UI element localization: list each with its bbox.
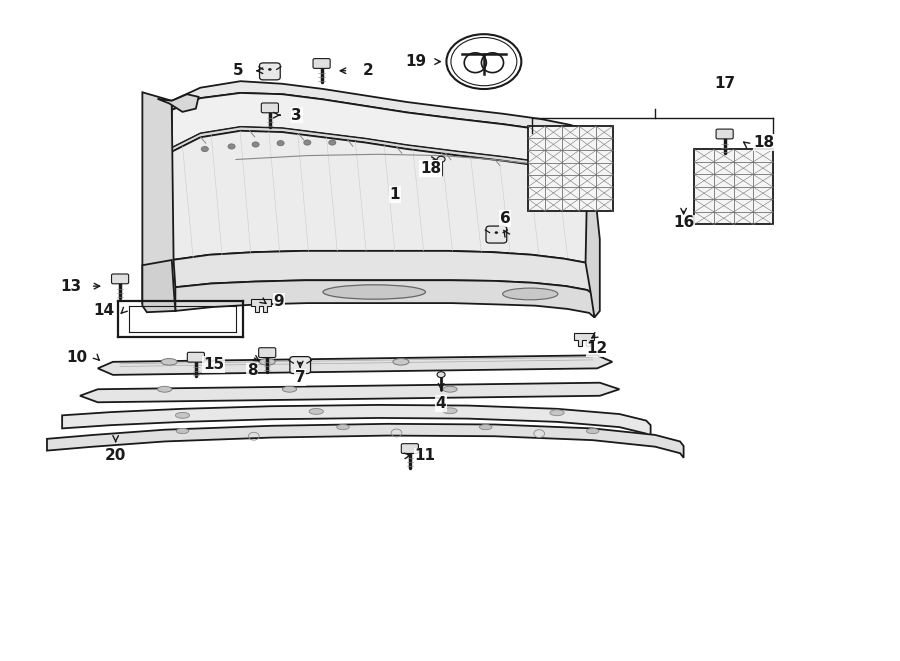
Ellipse shape: [587, 428, 599, 434]
Polygon shape: [172, 251, 593, 294]
Text: 9: 9: [274, 293, 284, 309]
FancyBboxPatch shape: [258, 348, 275, 358]
Circle shape: [252, 142, 259, 147]
FancyBboxPatch shape: [486, 226, 507, 243]
Circle shape: [228, 144, 235, 149]
Circle shape: [304, 140, 310, 145]
Text: 18: 18: [419, 161, 441, 176]
Polygon shape: [142, 260, 176, 312]
Polygon shape: [586, 131, 599, 317]
FancyBboxPatch shape: [313, 59, 330, 68]
Text: 6: 6: [500, 211, 510, 226]
Text: 4: 4: [436, 396, 446, 411]
Polygon shape: [80, 383, 619, 403]
Text: 2: 2: [363, 63, 374, 78]
Circle shape: [437, 371, 446, 377]
FancyBboxPatch shape: [112, 274, 129, 284]
Text: 11: 11: [415, 448, 436, 463]
Ellipse shape: [283, 386, 297, 392]
Ellipse shape: [176, 428, 189, 434]
Circle shape: [437, 156, 446, 162]
FancyBboxPatch shape: [290, 356, 310, 373]
Text: 20: 20: [105, 448, 126, 463]
Ellipse shape: [309, 408, 323, 414]
Polygon shape: [47, 424, 684, 458]
FancyBboxPatch shape: [716, 129, 734, 139]
Text: 19: 19: [406, 54, 427, 69]
Text: 13: 13: [60, 279, 82, 293]
Circle shape: [202, 147, 209, 151]
Text: 10: 10: [67, 350, 88, 366]
Polygon shape: [694, 149, 773, 225]
Polygon shape: [158, 95, 199, 112]
Polygon shape: [528, 126, 613, 211]
Text: 3: 3: [292, 108, 302, 123]
Polygon shape: [172, 131, 591, 266]
Polygon shape: [172, 81, 589, 140]
Circle shape: [495, 231, 499, 234]
Ellipse shape: [337, 424, 349, 430]
Text: 17: 17: [714, 76, 735, 91]
Polygon shape: [251, 299, 271, 311]
Ellipse shape: [161, 358, 177, 365]
Text: 18: 18: [419, 161, 441, 176]
Ellipse shape: [480, 424, 492, 430]
Circle shape: [328, 140, 336, 145]
Polygon shape: [172, 127, 589, 176]
Polygon shape: [98, 356, 612, 375]
FancyBboxPatch shape: [261, 103, 278, 113]
Circle shape: [299, 362, 302, 364]
Polygon shape: [142, 93, 176, 311]
Text: 18: 18: [753, 135, 774, 150]
Text: 14: 14: [94, 303, 114, 319]
Ellipse shape: [259, 358, 275, 365]
Text: 7: 7: [295, 370, 305, 385]
Text: 16: 16: [673, 215, 694, 230]
FancyBboxPatch shape: [259, 63, 280, 80]
Ellipse shape: [502, 288, 558, 300]
Text: 5: 5: [232, 63, 243, 78]
Ellipse shape: [393, 358, 409, 365]
Text: 12: 12: [587, 341, 608, 356]
Circle shape: [268, 68, 272, 71]
Ellipse shape: [323, 285, 426, 299]
Text: 15: 15: [203, 357, 224, 372]
Text: 1: 1: [390, 187, 400, 202]
Ellipse shape: [443, 408, 457, 414]
Ellipse shape: [176, 412, 190, 418]
Circle shape: [277, 141, 284, 146]
Ellipse shape: [158, 386, 172, 392]
Polygon shape: [172, 93, 589, 173]
Ellipse shape: [443, 386, 457, 392]
Text: 8: 8: [247, 364, 257, 379]
Polygon shape: [574, 332, 594, 346]
Polygon shape: [174, 280, 595, 317]
Ellipse shape: [550, 410, 564, 416]
Polygon shape: [62, 405, 651, 438]
FancyBboxPatch shape: [401, 444, 419, 453]
FancyBboxPatch shape: [187, 352, 204, 362]
